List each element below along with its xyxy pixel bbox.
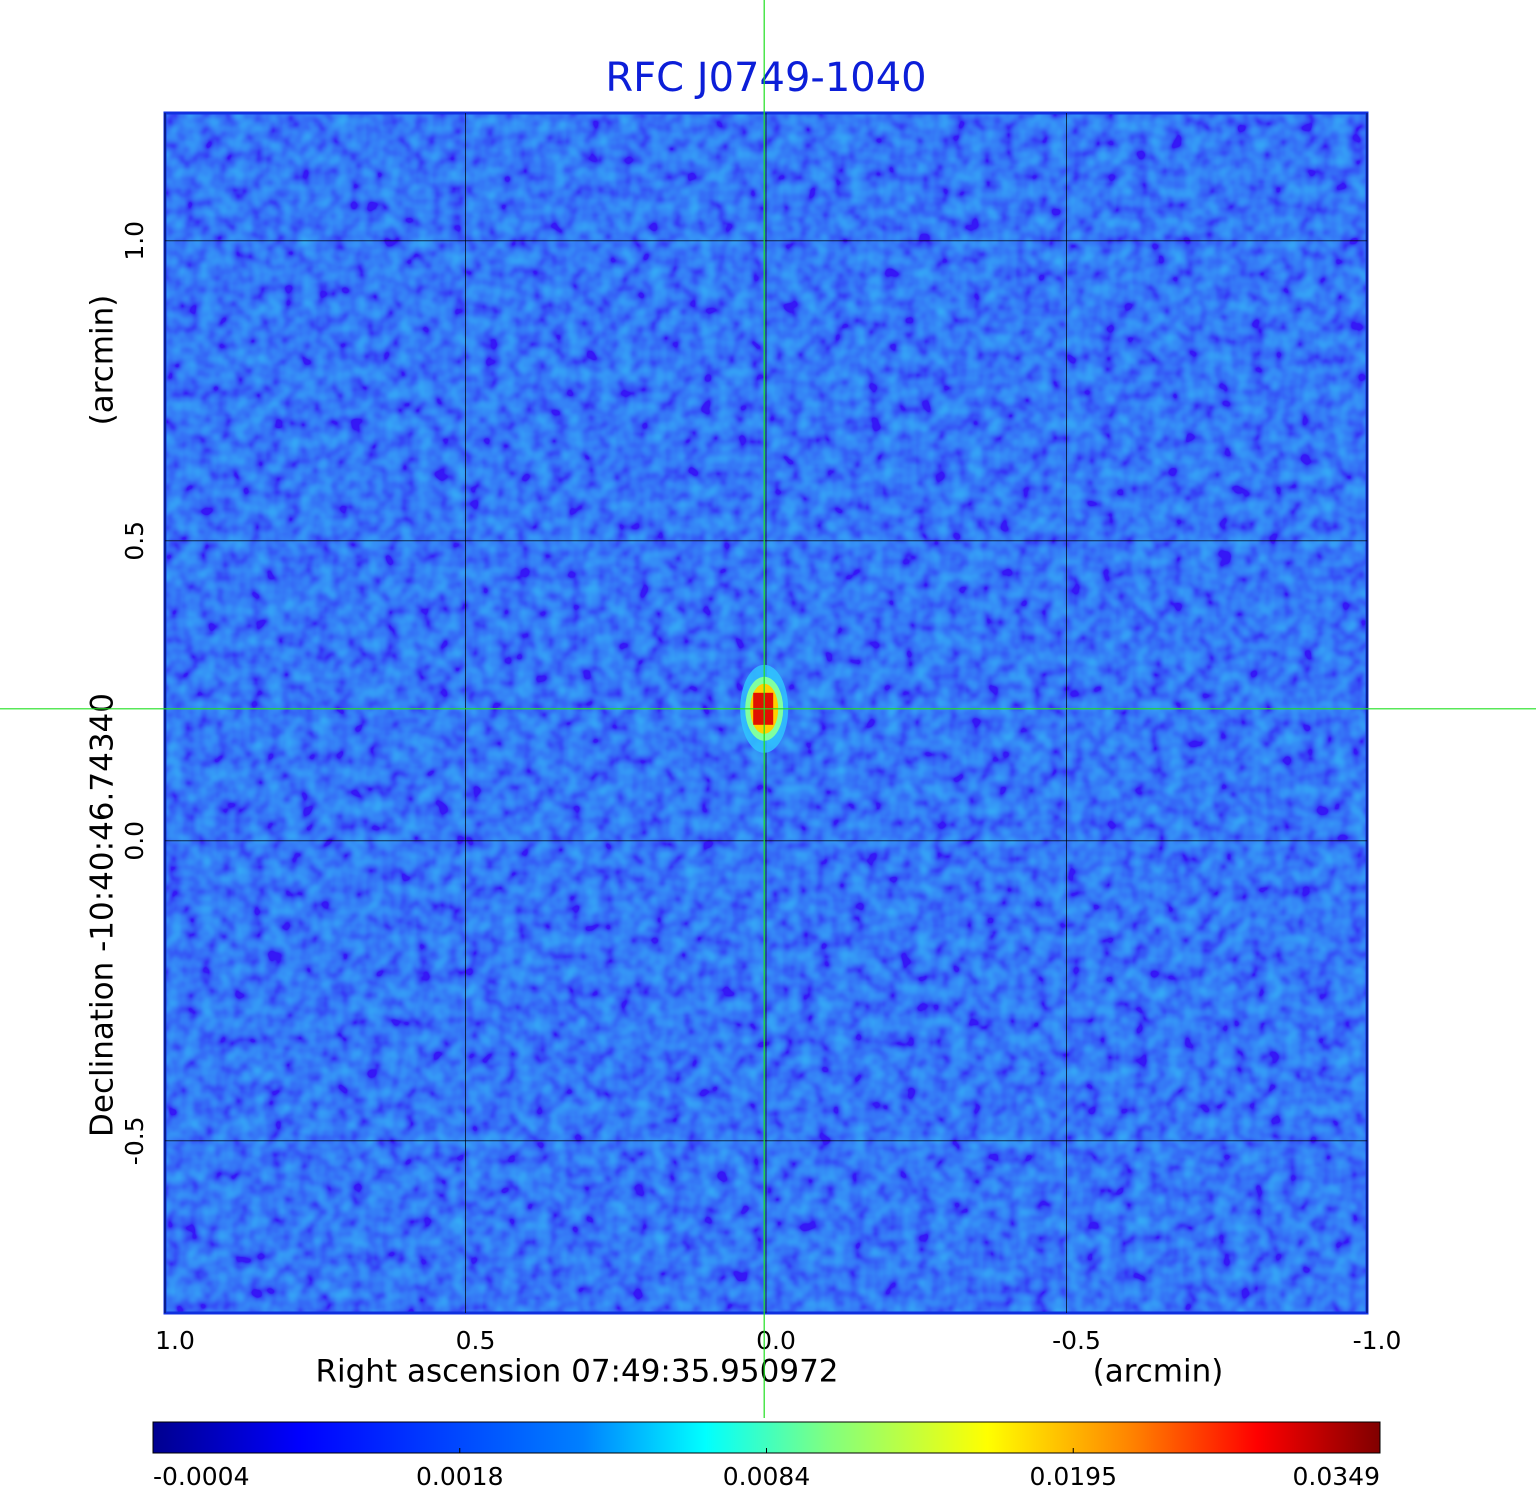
colorbar-tick-label: 0.0084 — [723, 1462, 810, 1491]
y-tick-label: -0.5 — [120, 1116, 149, 1165]
colorbar-tick-label: 0.0195 — [1030, 1462, 1117, 1491]
colorbar-tick-label: 0.0349 — [1293, 1462, 1380, 1491]
x-tick-label: -0.5 — [1052, 1326, 1101, 1355]
x-tick-label: 1.0 — [155, 1326, 195, 1355]
y-axis-label: Declination -10:40:46.74340 — [85, 693, 121, 1137]
colorbar — [152, 1421, 1381, 1454]
x-tick-label: 0.0 — [756, 1326, 796, 1355]
colorbar-tick-label: -0.0004 — [153, 1462, 250, 1491]
y-tick-label: 1.0 — [120, 221, 149, 261]
y-tick-label: 0.5 — [120, 521, 149, 561]
x-axis-label: Right ascension 07:49:35.950972 — [315, 1354, 838, 1390]
chart-title: RFC J0749-1040 — [605, 55, 926, 101]
colorbar-tick-label: 0.0018 — [416, 1462, 503, 1491]
y-tick-label: 0.0 — [120, 821, 149, 861]
x-tick-label: 0.5 — [456, 1326, 496, 1355]
x-tick-label: -1.0 — [1353, 1326, 1402, 1355]
x-axis-unit: (arcmin) — [1093, 1354, 1224, 1390]
y-axis-unit: (arcmin) — [85, 295, 121, 426]
